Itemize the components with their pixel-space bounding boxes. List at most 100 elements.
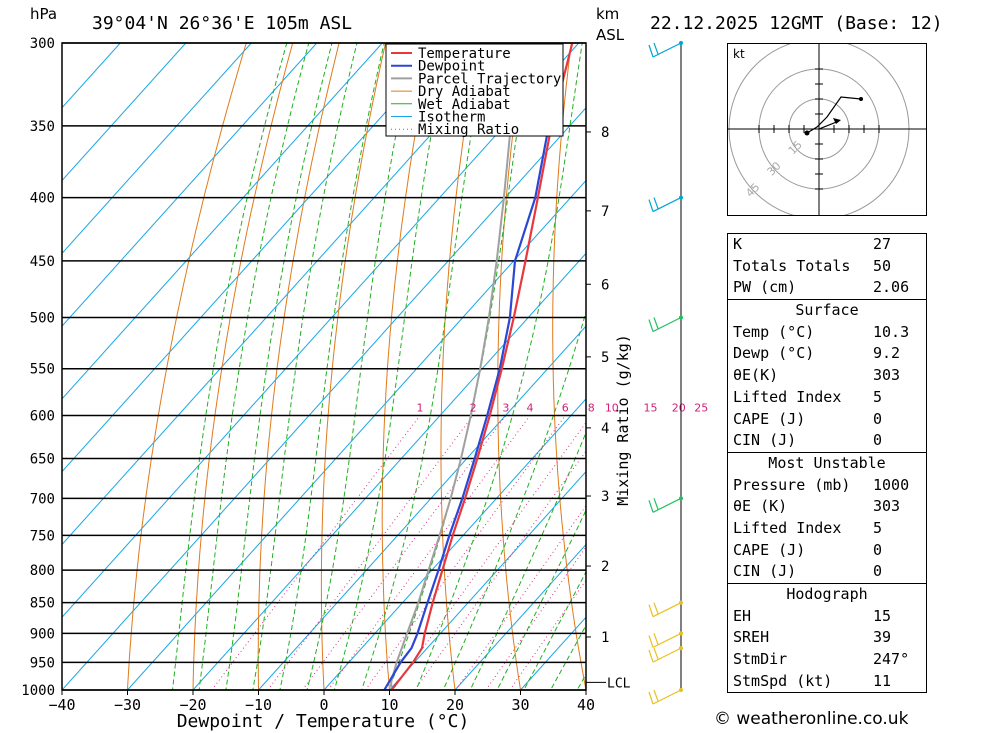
most-unstable-label: Pressure (mb) bbox=[733, 475, 851, 494]
hodograph-stat-label: StmSpd (kt) bbox=[733, 671, 833, 690]
surface-label: CIN (J) bbox=[733, 431, 797, 450]
wind-barb-flag bbox=[648, 635, 654, 648]
dry-adiabat-line bbox=[257, 43, 340, 690]
wet-adiabat-line bbox=[361, 43, 487, 690]
hpa-label: hPa bbox=[30, 5, 57, 23]
mixing-ratio-label: 25 bbox=[694, 401, 708, 414]
mixing-ratio-label: 20 bbox=[672, 401, 686, 414]
dry-adiabat-line bbox=[497, 43, 526, 690]
pressure-tick-label: 500 bbox=[30, 311, 55, 327]
surface-value: 9.2 bbox=[873, 344, 901, 363]
asl-label: ASL bbox=[596, 26, 625, 44]
isobar-lines bbox=[62, 42, 586, 691]
index-label: PW (cm) bbox=[733, 278, 797, 297]
surface-label: θE(K) bbox=[733, 366, 779, 385]
index-row: PW (cm) 2.06 bbox=[728, 277, 926, 299]
pressure-tick-label: 650 bbox=[30, 452, 55, 468]
isotherm-line bbox=[62, 43, 449, 473]
wind-barb-flag bbox=[653, 42, 659, 55]
wind-barb-flag bbox=[653, 602, 659, 614]
mixing-ratio-line bbox=[267, 415, 474, 690]
most-unstable-row: CIN (J) 0 bbox=[728, 561, 926, 583]
pressure-tick-label: 600 bbox=[30, 408, 55, 424]
isotherm-line bbox=[62, 43, 121, 109]
x-axis-title: Dewpoint / Temperature (°C) bbox=[177, 711, 470, 732]
wind-barb-staff bbox=[652, 197, 682, 213]
most-unstable-label: Lifted Index bbox=[733, 518, 842, 537]
surface-row: CAPE (J) 0 bbox=[728, 409, 926, 431]
surface-title: Surface bbox=[795, 301, 859, 320]
hodograph-stat-row: EH 15 bbox=[728, 606, 926, 628]
hodograph-stats-rows: EH 15 SREH 39 StmDir 247° StmSpd (kt) 11 bbox=[728, 606, 926, 693]
hodograph-stat-value: 15 bbox=[873, 606, 892, 625]
mixing-ratio-label: 4 bbox=[527, 401, 534, 414]
hodograph-trace bbox=[806, 96, 862, 134]
surface-label: Temp (°C) bbox=[733, 322, 815, 341]
most-unstable-value: 303 bbox=[873, 497, 901, 516]
pressure-tick-label: 350 bbox=[30, 119, 55, 135]
isotherm-line bbox=[62, 43, 187, 182]
most-unstable-row: Lifted Index 5 bbox=[728, 518, 926, 540]
hodograph-stat-value: 11 bbox=[873, 671, 892, 690]
x-tick-label: 30 bbox=[511, 696, 529, 714]
km-tick-label: 6 bbox=[601, 277, 609, 293]
isotherm-line bbox=[62, 43, 383, 400]
x-tick-label: −20 bbox=[179, 696, 206, 714]
wet-adiabat-line bbox=[279, 43, 385, 690]
dry-adiabat-line bbox=[552, 43, 586, 690]
dry-adiabat-line bbox=[320, 43, 387, 690]
hodograph-unit: kt bbox=[733, 47, 745, 61]
hodograph-ring-label: 15 bbox=[786, 138, 805, 157]
wind-barb-flag bbox=[653, 689, 659, 702]
hodograph-stat-label: StmDir bbox=[733, 650, 788, 669]
surface-value: 0 bbox=[873, 431, 883, 450]
wind-barb-staff bbox=[652, 632, 682, 648]
pressure-tick-label: 700 bbox=[30, 491, 55, 507]
mixing-ratio-label: 6 bbox=[562, 401, 569, 414]
pressure-tick-label: 1000 bbox=[21, 683, 55, 699]
legend-label: Wet Adiabat bbox=[418, 97, 511, 113]
wind-barb-flag bbox=[653, 498, 659, 510]
index-row: Totals Totals 50 bbox=[728, 256, 926, 278]
wet-adiabat-line bbox=[225, 43, 333, 690]
wind-barb-flag bbox=[648, 604, 654, 617]
wind-barb-flag bbox=[653, 633, 659, 645]
isotherm-line bbox=[192, 252, 586, 690]
hodograph-stat-label: SREH bbox=[733, 628, 770, 647]
surface-row: θE(K) 303 bbox=[728, 365, 926, 387]
wet-adiabat-line bbox=[333, 43, 449, 690]
mixing-ratio-label: 2 bbox=[470, 401, 477, 414]
isotherm-line bbox=[454, 543, 586, 690]
hodograph-stats-title: Hodograph bbox=[786, 585, 868, 603]
datetime-title: 22.12.2025 12GMT (Base: 12) bbox=[650, 13, 943, 34]
km-tick-label: 4 bbox=[601, 421, 609, 437]
index-label: Totals Totals bbox=[733, 256, 851, 275]
indices-rows: K 27 Totals Totals 50 PW (cm) 2.06 bbox=[728, 234, 926, 299]
pressure-tick-label: 550 bbox=[30, 362, 55, 378]
surface-value: 10.3 bbox=[873, 322, 910, 341]
temperature-line bbox=[390, 43, 574, 690]
legend-label: Isotherm bbox=[418, 110, 485, 126]
dry-adiabat-line bbox=[440, 43, 479, 690]
x-tick-label: 20 bbox=[446, 696, 464, 714]
km-tick-label: 2 bbox=[601, 559, 609, 575]
isotherm-line bbox=[62, 43, 580, 618]
wet-adiabat-lines bbox=[171, 43, 586, 690]
isotherm-line bbox=[62, 107, 586, 690]
hodograph-stat-label: EH bbox=[733, 606, 752, 625]
surface-row: Temp (°C) 10.3 bbox=[728, 322, 926, 344]
wind-barb-staff bbox=[652, 316, 682, 333]
legend-label: Dewpoint bbox=[418, 59, 485, 75]
dry-adiabat-line bbox=[986, 6, 1000, 716]
mixing-ratio-line bbox=[392, 421, 586, 690]
pressure-tick-label: 850 bbox=[30, 596, 55, 612]
wet-adiabat-line bbox=[415, 43, 583, 690]
mixing-ratio-label: 3 bbox=[502, 401, 509, 414]
mixing-ratio-label: 10 bbox=[605, 401, 619, 414]
mixing-ratio-line bbox=[327, 415, 531, 690]
isotherm-line bbox=[323, 398, 586, 690]
pressure-tick-label: 450 bbox=[30, 254, 55, 270]
index-label: K bbox=[733, 235, 743, 253]
